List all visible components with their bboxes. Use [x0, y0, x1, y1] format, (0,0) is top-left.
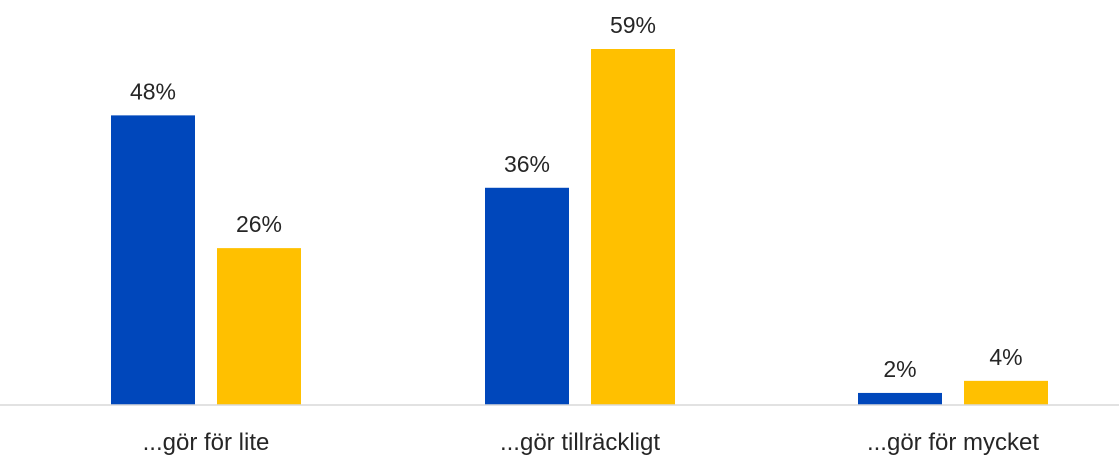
value-label-1-2: 36% [504, 151, 550, 177]
bars-group [111, 49, 1048, 406]
value-label-2-1: 26% [236, 211, 282, 237]
bar-1-1 [111, 115, 195, 406]
bar-2-2 [591, 49, 675, 405]
value-labels-group: 48% 26% 36% 59% 2% 4% [130, 12, 1023, 382]
category-label-1: ...gör för lite [143, 429, 270, 456]
bar-2-1 [217, 248, 301, 405]
value-label-1-1: 48% [130, 78, 176, 104]
category-label-3: ...gör för mycket [867, 429, 1039, 456]
bar-2-3 [964, 380, 1048, 405]
value-label-2-2: 59% [610, 12, 656, 38]
value-label-1-3: 2% [883, 356, 916, 382]
category-label-2: ...gör tillräckligt [500, 429, 660, 456]
value-label-2-3: 4% [989, 344, 1022, 370]
bar-1-2 [485, 187, 569, 405]
category-labels-group: ...gör för lite ...gör tillräckligt ...gör… [143, 429, 1040, 456]
bar-1-3 [858, 392, 942, 405]
